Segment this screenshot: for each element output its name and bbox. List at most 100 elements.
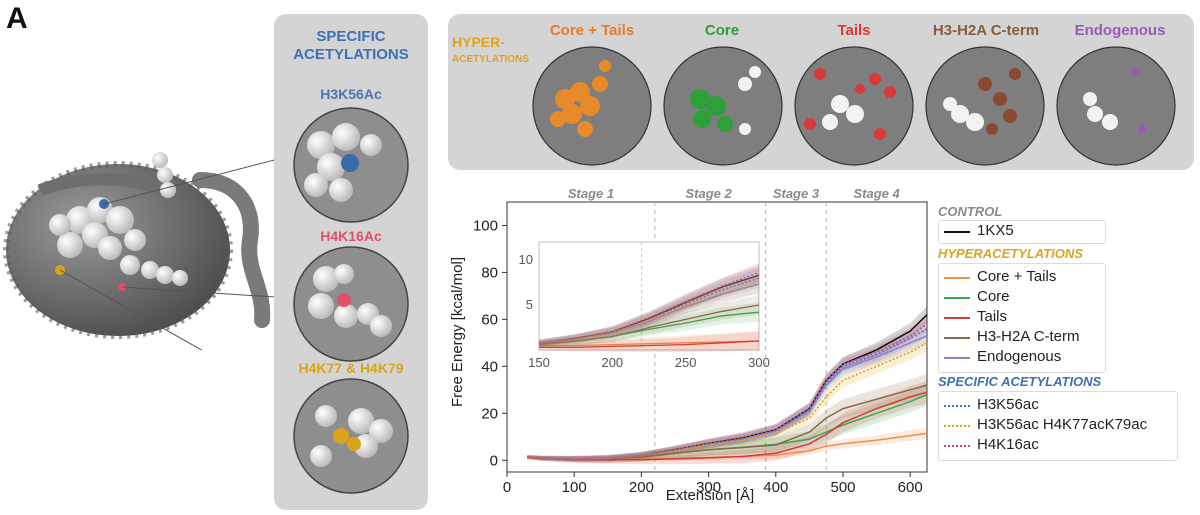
legend-swatch (944, 277, 970, 279)
hyper-circle-endogenous (1056, 46, 1176, 166)
x-tick-label: 400 (763, 479, 788, 496)
legend-hyper-item: Endogenous (939, 347, 1105, 367)
y-axis-label: Free Energy [kcal/mol] (449, 257, 466, 407)
inset-chart: 150 200 250 300 5 10 (519, 241, 770, 370)
legend-specific-list: H3K56ac H3K56ac H4K77acK79ac H4K16ac (939, 392, 1177, 455)
inset-x-tick-label: 300 (748, 355, 770, 370)
hyper-label-core: Core (704, 22, 740, 39)
spec-label-h4k16: H4K16Ac (320, 228, 382, 244)
spec-label-h3k56: H3K56Ac (320, 86, 382, 102)
y-tick-label: 20 (481, 405, 498, 422)
legend-label: H3K56ac H4K77acK79ac (977, 416, 1148, 433)
nucleosome-structure-image (3, 152, 285, 350)
callout-line (103, 156, 285, 205)
inset-x-tick-label: 150 (528, 355, 550, 370)
hyper-side-label: HYPER- ACETYLATIONS (452, 34, 530, 68)
legend-specific-header: SPECIFIC ACETYLATIONS (938, 374, 1102, 389)
confidence-band (527, 373, 927, 463)
legend-label: Core (977, 288, 1010, 305)
legend-swatch (944, 405, 970, 407)
y-tick-label: 0 (490, 452, 498, 469)
zoom-circle-h4k77 (293, 378, 409, 494)
hyper-circle-h3h2a (925, 46, 1045, 166)
legend-control-item: 1KX5 (939, 221, 1105, 241)
legend-swatch (944, 445, 970, 447)
legend-label: H3-H2A C-term (977, 328, 1080, 345)
y-tick-label: 80 (481, 264, 498, 281)
inset-y-tick-label: 5 (526, 297, 533, 312)
y-tick-label: 40 (481, 358, 498, 375)
inset-x-tick-label: 200 (601, 355, 623, 370)
stage-label: Stage 1 (568, 186, 614, 201)
legend-specific-item: H3K56ac (939, 395, 1177, 415)
x-tick-label: 500 (830, 479, 855, 496)
side-label-line: HYPER- (452, 34, 505, 50)
hyper-circle-core (663, 46, 783, 166)
callout-line (59, 269, 203, 350)
legend-swatch (944, 357, 970, 359)
x-axis-label: Extension [Å] (666, 487, 754, 504)
main-lines (527, 314, 928, 461)
legend-specific-box: H3K56ac H3K56ac H4K77acK79ac H4K16ac (938, 391, 1178, 461)
histone-core (49, 152, 188, 286)
legend-swatch (944, 425, 970, 427)
hyper-label-core-tails: Core + Tails (549, 22, 635, 39)
legend-swatch (944, 231, 970, 233)
legend-control-header: CONTROL (938, 204, 1003, 219)
hyper-circles (532, 46, 1176, 166)
legend-swatch (944, 337, 970, 339)
stage-labels: Stage 1 Stage 2 Stage 3 Stage 4 (568, 186, 901, 201)
legend-hyper-item: Tails (939, 307, 1105, 327)
legend-label: H3K56ac (977, 396, 1039, 413)
legend-hyper-item: Core + Tails (939, 267, 1105, 287)
panel-label: A (6, 2, 28, 35)
series-line (527, 323, 928, 460)
stage-label: Stage 2 (685, 186, 732, 201)
legend-hyper-box: Core + Tails Core Tails H3-H2A C-term Endoge… (938, 263, 1106, 373)
inset-band (539, 273, 759, 346)
legend-label: Endogenous (977, 348, 1062, 365)
x-tick-label: 300 (696, 479, 721, 496)
specific-panel-title: SPECIFIC ACETYLATIONS (276, 28, 426, 64)
inset-band (539, 268, 759, 346)
legend-hyper-header: HYPERACETYLATIONS (938, 246, 1083, 261)
inset-series-line (539, 340, 760, 348)
stage-label: Stage 3 (773, 186, 820, 201)
hyper-circle-tails (794, 46, 914, 166)
inset-band (539, 274, 759, 346)
legend-label: Core + Tails (977, 268, 1057, 285)
legend-label: H4K16ac (977, 436, 1039, 453)
inset-band (539, 331, 759, 351)
hyper-label-endogenous: Endogenous (1074, 22, 1166, 39)
spec-label-h4k77: H4K77 & H4K79 (298, 360, 404, 376)
inset-y-tick-label: 10 (519, 252, 533, 267)
side-label-line: ACETYLATIONS (452, 54, 530, 65)
legend-control-box: 1KX5 (938, 220, 1106, 244)
title-line: SPECIFIC (316, 28, 386, 45)
legend-hyper-item: H3-H2A C-term (939, 327, 1105, 347)
inset-series-line (539, 340, 760, 347)
inset-series-line (538, 271, 760, 344)
dna-arm (192, 172, 271, 328)
legend-control-list: 1KX5 (939, 221, 1105, 241)
inset-frame (538, 241, 760, 351)
stage-label: Stage 4 (853, 186, 900, 201)
confidence-band (527, 380, 927, 465)
inset-x-tick-label: 250 (675, 355, 697, 370)
legend-label: 1KX5 (977, 222, 1014, 239)
zoom-circle-h3k56 (293, 107, 409, 223)
x-tick-label: 0 (503, 479, 511, 496)
hyper-label-h3h2a: H3-H2A C-term (932, 22, 1040, 39)
legend-swatch (944, 317, 970, 319)
series-line (527, 342, 928, 460)
legend-specific-item: H4K16ac (939, 435, 1177, 455)
x-tick-label: 200 (629, 479, 654, 496)
legend-swatch (944, 297, 970, 299)
zoom-circle-h4k16 (293, 246, 409, 362)
x-tick-label: 600 (898, 479, 923, 496)
legend-hyper-item: Core (939, 287, 1105, 307)
inset-series-line (538, 282, 760, 344)
hyper-circle-core-tails (532, 46, 652, 166)
y-tick-label: 100 (473, 217, 498, 234)
